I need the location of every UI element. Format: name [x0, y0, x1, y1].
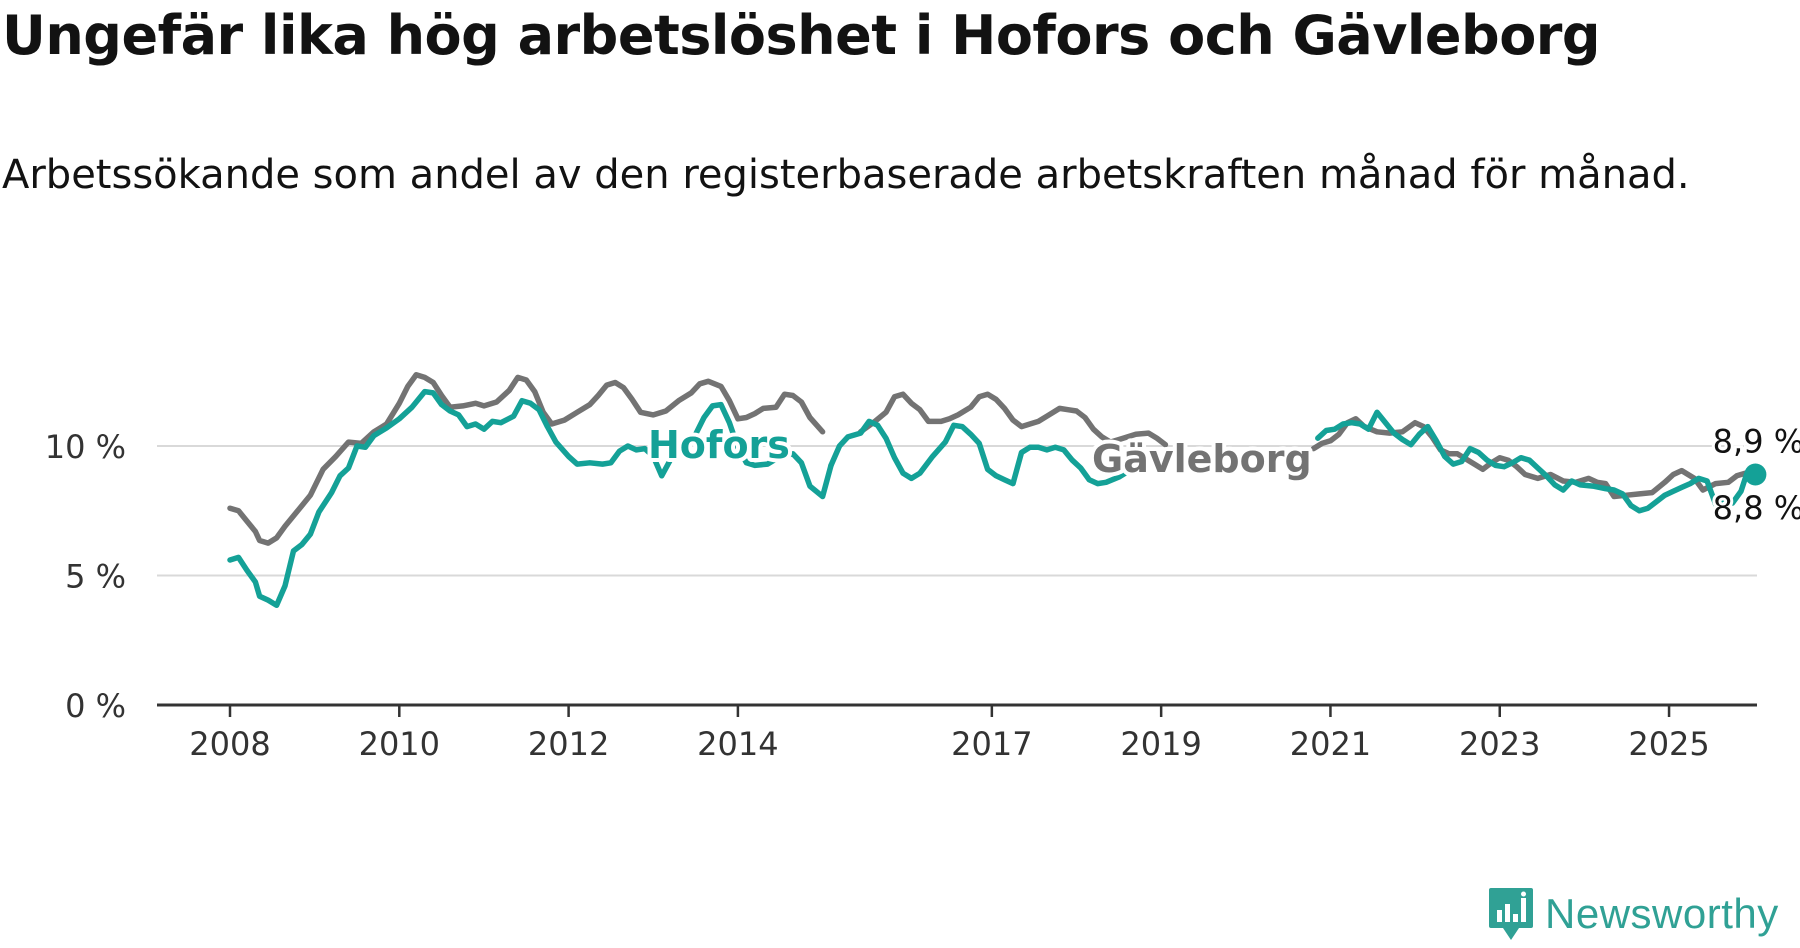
chart-subtitle: Arbetssökande som andel av den registerb… [2, 152, 1690, 198]
x-tick-label-2: 2012 [528, 725, 609, 763]
newsworthy-brand-name: Newsworthy [1545, 890, 1779, 937]
series-line-gavleborg-2 [857, 391, 1169, 448]
x-tick-label-7: 2023 [1459, 725, 1540, 763]
end-label-hofors: 8,9 % [1713, 422, 1800, 460]
chart-title: Ungefär lika hög arbetslöshet i Hofors o… [2, 4, 1601, 67]
x-tick-label-6: 2021 [1290, 725, 1371, 763]
x-tick-label-8: 2025 [1628, 725, 1709, 763]
end-label-gavleborg: 8,8 % [1713, 489, 1800, 527]
y-tick-label-1: 5 % [65, 558, 126, 596]
x-tick-label-5: 2019 [1120, 725, 1201, 763]
series-label-hofors: Hofors [648, 423, 790, 467]
x-tick-label-1: 2010 [359, 725, 440, 763]
y-tick-label-0: 0 % [65, 687, 126, 725]
x-tick-label-4: 2017 [951, 725, 1032, 763]
newsworthy-brand: Newsworthy [1487, 884, 1779, 944]
series-line-hofors-3 [1315, 409, 1759, 514]
x-tick-label-0: 2008 [189, 725, 270, 763]
series-line-gavleborg-3 [1310, 416, 1759, 500]
x-tick-label-3: 2014 [697, 725, 778, 763]
series-line-gavleborg-1 [227, 372, 826, 546]
series-line-hofors-1 [227, 388, 834, 609]
series-line-hofors-2 [828, 418, 1160, 487]
series-label-gavleborg: Gävleborg [1092, 437, 1312, 481]
newsworthy-logo-icon [1489, 888, 1533, 940]
y-tick-label-2: 10 % [45, 428, 126, 466]
endpoint-dot-hofors [1744, 463, 1767, 486]
